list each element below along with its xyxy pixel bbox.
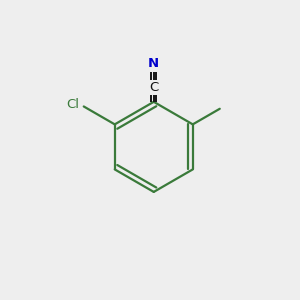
Text: C: C [149, 81, 158, 94]
Text: N: N [148, 56, 159, 70]
Text: Cl: Cl [67, 98, 80, 111]
